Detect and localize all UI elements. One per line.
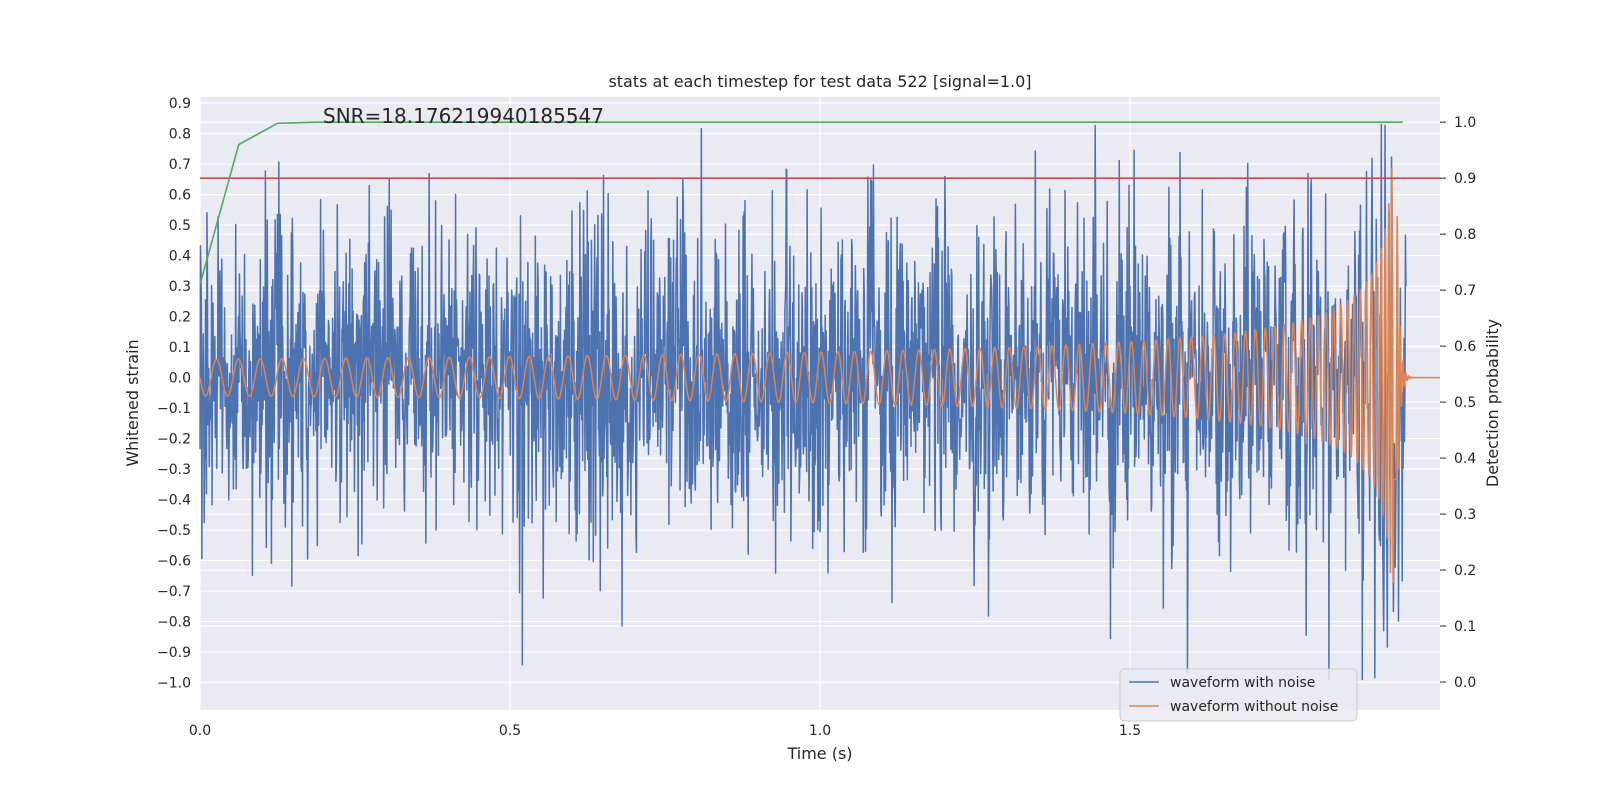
y-right-tick-label: 0.7 [1454,283,1476,299]
y-left-tick-label: −0.3 [157,462,191,478]
y-left-tick-label: 0.8 [169,127,191,143]
y-left-tick-label: −1.0 [157,676,191,692]
y-left-tick-label: −0.6 [157,554,191,570]
y-right-tick-label: 0.8 [1454,227,1476,243]
y-right-tick-label: 0.2 [1454,563,1476,579]
series-line-probability [199,121,1403,285]
y-right-tick-label: 1.0 [1454,115,1476,131]
y-right-tick-label: 0.9 [1454,171,1476,187]
x-tick-label: 0.5 [499,723,521,739]
legend-box [1119,668,1358,722]
y-left-tick-label: 0.0 [169,371,191,387]
y-right-tick-label: 0.5 [1454,395,1476,411]
x-tick-label: 1.5 [1119,723,1141,739]
series-line-clean [199,167,1441,583]
y-left-tick-label: −0.2 [157,432,191,448]
y-right-tick-label: 0.3 [1454,507,1476,523]
x-axis-label: Time (s) [786,744,852,763]
legend-label-clean: waveform without noise [1170,699,1338,715]
x-tick-label: 0.0 [189,723,211,739]
y-left-tick-label: 0.3 [169,279,191,295]
y-right-tick-label: 0.4 [1454,451,1476,467]
y-left-tick-label: 0.7 [169,157,191,173]
y-left-tick-label: −0.7 [157,584,191,600]
y-left-tick-label: 0.6 [169,188,191,204]
y-left-tick-label: 0.2 [169,310,191,326]
y-right-tick-label: 0.6 [1454,339,1476,355]
y-left-tick-label: 0.9 [169,96,191,112]
y-left-tick-label: −0.8 [157,615,191,631]
x-tick-label: 1.0 [809,723,831,739]
y-left-tick-label: 0.1 [169,340,191,356]
y-left-tick-label: −0.9 [157,645,191,661]
series-line-noisy [199,123,1407,681]
y-axis-right-label: Detection probability [1483,319,1502,487]
y-left-tick-label: −0.1 [157,401,191,417]
y-left-tick-label: −0.4 [157,493,191,509]
y-left-tick-label: −0.5 [157,523,191,539]
chart-title: stats at each timestep for test data 522… [608,72,1031,91]
snr-annotation: SNR=18.176219940185547 [323,104,604,128]
y-axis-left-label: Whitened strain [123,339,142,466]
series-layer [199,121,1441,681]
y-left-tick-label: 0.4 [169,249,191,265]
y-left-tick-label: 0.5 [169,218,191,234]
legend: waveform with noise waveform without noi… [1119,668,1358,722]
y-right-tick-label: 0.0 [1454,675,1476,691]
y-right-tick-label: 0.1 [1454,619,1476,635]
legend-label-noisy: waveform with noise [1170,675,1315,691]
tick-labels: 0.0 0.5 1.0 1.5 0.9 0.8 0.7 0.6 0.5 0.4 0.3 0.2 0.1 0… [157,96,1476,739]
